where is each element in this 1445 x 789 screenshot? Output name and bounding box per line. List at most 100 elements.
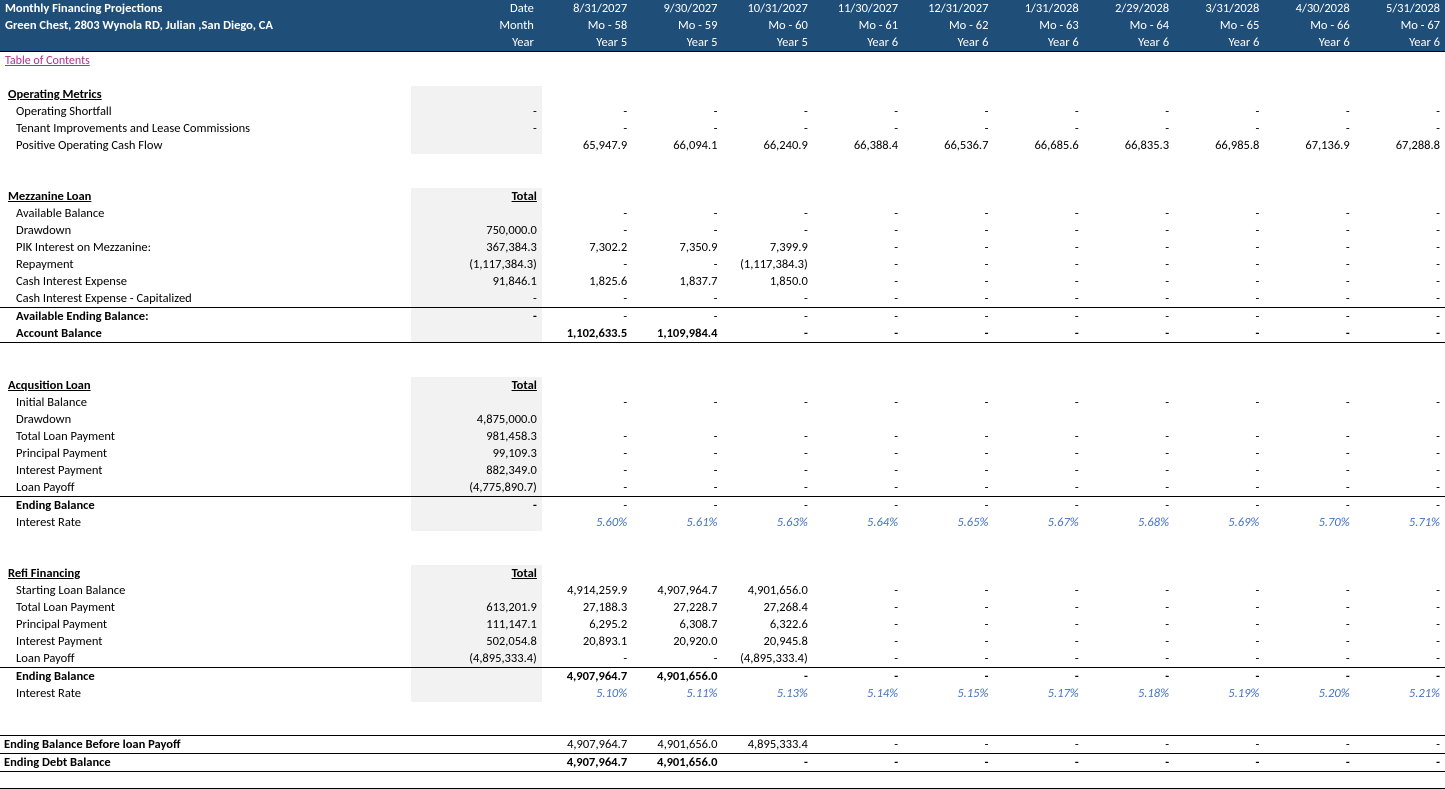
refi-r4-c0: - (542, 650, 632, 668)
opmetrics-r1-c0: - (542, 120, 632, 137)
mezz-end1-c9: - (1355, 308, 1445, 326)
hdr-year-5: Year 6 (993, 34, 1083, 52)
hdr-year-0: Year 5 (542, 34, 632, 52)
refi-r1-c6: - (1084, 599, 1174, 616)
refi-rate-c5: 5.17% (993, 685, 1083, 702)
mezz-r5-c2: - (722, 290, 812, 308)
refi-end-c1: 4,901,656.0 (632, 667, 722, 685)
opmetrics-r1-c8: - (1264, 120, 1354, 137)
footer-before-c3: - (813, 736, 903, 754)
acq-r0-c6: - (1084, 394, 1174, 411)
mezz-end2-c2: - (722, 325, 812, 343)
opmetrics-r0-c9: - (1355, 103, 1445, 120)
mezz-end2-label: Account Balance (0, 325, 411, 343)
refi-r1-total: 613,201.9 (411, 599, 541, 616)
acq-r0-c0: - (542, 394, 632, 411)
refi-r3-c5: - (993, 633, 1083, 650)
refi-r0-c0: 4,914,259.9 (542, 582, 632, 599)
toc-link[interactable]: Table of Contents (5, 54, 90, 68)
refi-r1-c9: - (1355, 599, 1445, 616)
mezz-end1-label: Available Ending Balance: (0, 308, 411, 326)
refi-rate-c8: 5.20% (1264, 685, 1354, 702)
acq-end-c0: - (542, 496, 632, 514)
acq-r5-c7: - (1174, 479, 1264, 497)
acq-r4-c6: - (1084, 462, 1174, 479)
mezz-r0-label: Available Balance (0, 205, 411, 222)
mezz-r2-c7: - (1174, 239, 1264, 256)
footer-before-c4: - (903, 736, 993, 754)
mezz-r4-c8: - (1264, 273, 1354, 290)
footer-debt-c5: - (993, 754, 1083, 772)
opmetrics-r2-c6: 66,835.3 (1084, 137, 1174, 154)
hdr-month-8: Mo - 66 (1264, 17, 1354, 34)
acq-r1-c5 (993, 411, 1083, 428)
acq-r4-c0: - (542, 462, 632, 479)
report-subtitle: Green Chest, 2803 Wynola RD, Julian ,San… (0, 17, 411, 34)
acq-r3-c6: - (1084, 445, 1174, 462)
mezz-r4-c5: - (993, 273, 1083, 290)
opmetrics-r2-c7: 66,985.8 (1174, 137, 1264, 154)
refi-r4-c1: - (632, 650, 722, 668)
acq-rate-c5: 5.67% (993, 514, 1083, 531)
acq-end-c3: - (813, 496, 903, 514)
acq-r2-total: 981,458.3 (411, 428, 541, 445)
acq-r4-c5: - (993, 462, 1083, 479)
opmetrics-r2-label: Positive Operating Cash Flow (0, 137, 411, 154)
acq-r3-c4: - (903, 445, 993, 462)
acq-r0-c4: - (903, 394, 993, 411)
acq-r2-c8: - (1264, 428, 1354, 445)
hdr-month-3: Mo - 61 (813, 17, 903, 34)
mezz-r1-c2: - (722, 222, 812, 239)
acq-r2-c9: - (1355, 428, 1445, 445)
footer-debt-c9: - (1355, 754, 1445, 772)
mezz-end2-total (411, 325, 541, 343)
acq-r1-c0 (542, 411, 632, 428)
mezz-r5-c4: - (903, 290, 993, 308)
acq-r1-c7 (1174, 411, 1264, 428)
acq-r5-label: Loan Payoff (0, 479, 411, 497)
mezz-r5-c1: - (632, 290, 722, 308)
refi-rate-c6: 5.18% (1084, 685, 1174, 702)
footer-debt-label: Ending Debt Balance (0, 754, 411, 772)
acq-rate-label: Interest Rate (0, 514, 411, 531)
refi-r2-c7: - (1174, 616, 1264, 633)
mezz-r1-c9: - (1355, 222, 1445, 239)
refi-r3-c1: 20,920.0 (632, 633, 722, 650)
refi-r4-c6: - (1084, 650, 1174, 668)
mezz-total-label: Total (411, 188, 541, 205)
footer-debt-c7: - (1174, 754, 1264, 772)
acq-r1-c6 (1084, 411, 1174, 428)
mezz-r5-c6: - (1084, 290, 1174, 308)
acq-rate-c6: 5.68% (1084, 514, 1174, 531)
refi-rate-c3: 5.14% (813, 685, 903, 702)
acq-rate-c7: 5.69% (1174, 514, 1264, 531)
acq-r3-c3: - (813, 445, 903, 462)
acq-end-total: - (411, 496, 541, 514)
mezz-r4-c0: 1,825.6 (542, 273, 632, 290)
refi-r1-c1: 27,228.7 (632, 599, 722, 616)
acq-r4-c7: - (1174, 462, 1264, 479)
acq-rate-c3: 5.64% (813, 514, 903, 531)
refi-r2-c3: - (813, 616, 903, 633)
mezz-r3-c5: - (993, 256, 1083, 273)
hdr-date-3: 11/30/2027 (813, 0, 903, 17)
acq-r0-label: Initial Balance (0, 394, 411, 411)
toc-cell: Table of Contents (0, 52, 411, 70)
acq-r0-c7: - (1174, 394, 1264, 411)
acq-r1-c2 (722, 411, 812, 428)
hdr-year-6: Year 6 (1084, 34, 1174, 52)
footer-debt-c0: 4,907,964.7 (542, 754, 632, 772)
acq-r3-c9: - (1355, 445, 1445, 462)
mezz-r4-c3: - (813, 273, 903, 290)
mezz-r0-c4: - (903, 205, 993, 222)
opmetrics-r0-total: - (411, 103, 541, 120)
opmetrics-r2-c0: 65,947.9 (542, 137, 632, 154)
refi-r1-c8: - (1264, 599, 1354, 616)
refi-r3-total: 502,054.8 (411, 633, 541, 650)
acq-end-c8: - (1264, 496, 1354, 514)
refi-rate-c4: 5.15% (903, 685, 993, 702)
opmetrics-r0-c5: - (993, 103, 1083, 120)
projections-table: Monthly Financing ProjectionsDate8/31/20… (0, 0, 1445, 789)
refi-r3-c6: - (1084, 633, 1174, 650)
acq-r4-label: Interest Payment (0, 462, 411, 479)
